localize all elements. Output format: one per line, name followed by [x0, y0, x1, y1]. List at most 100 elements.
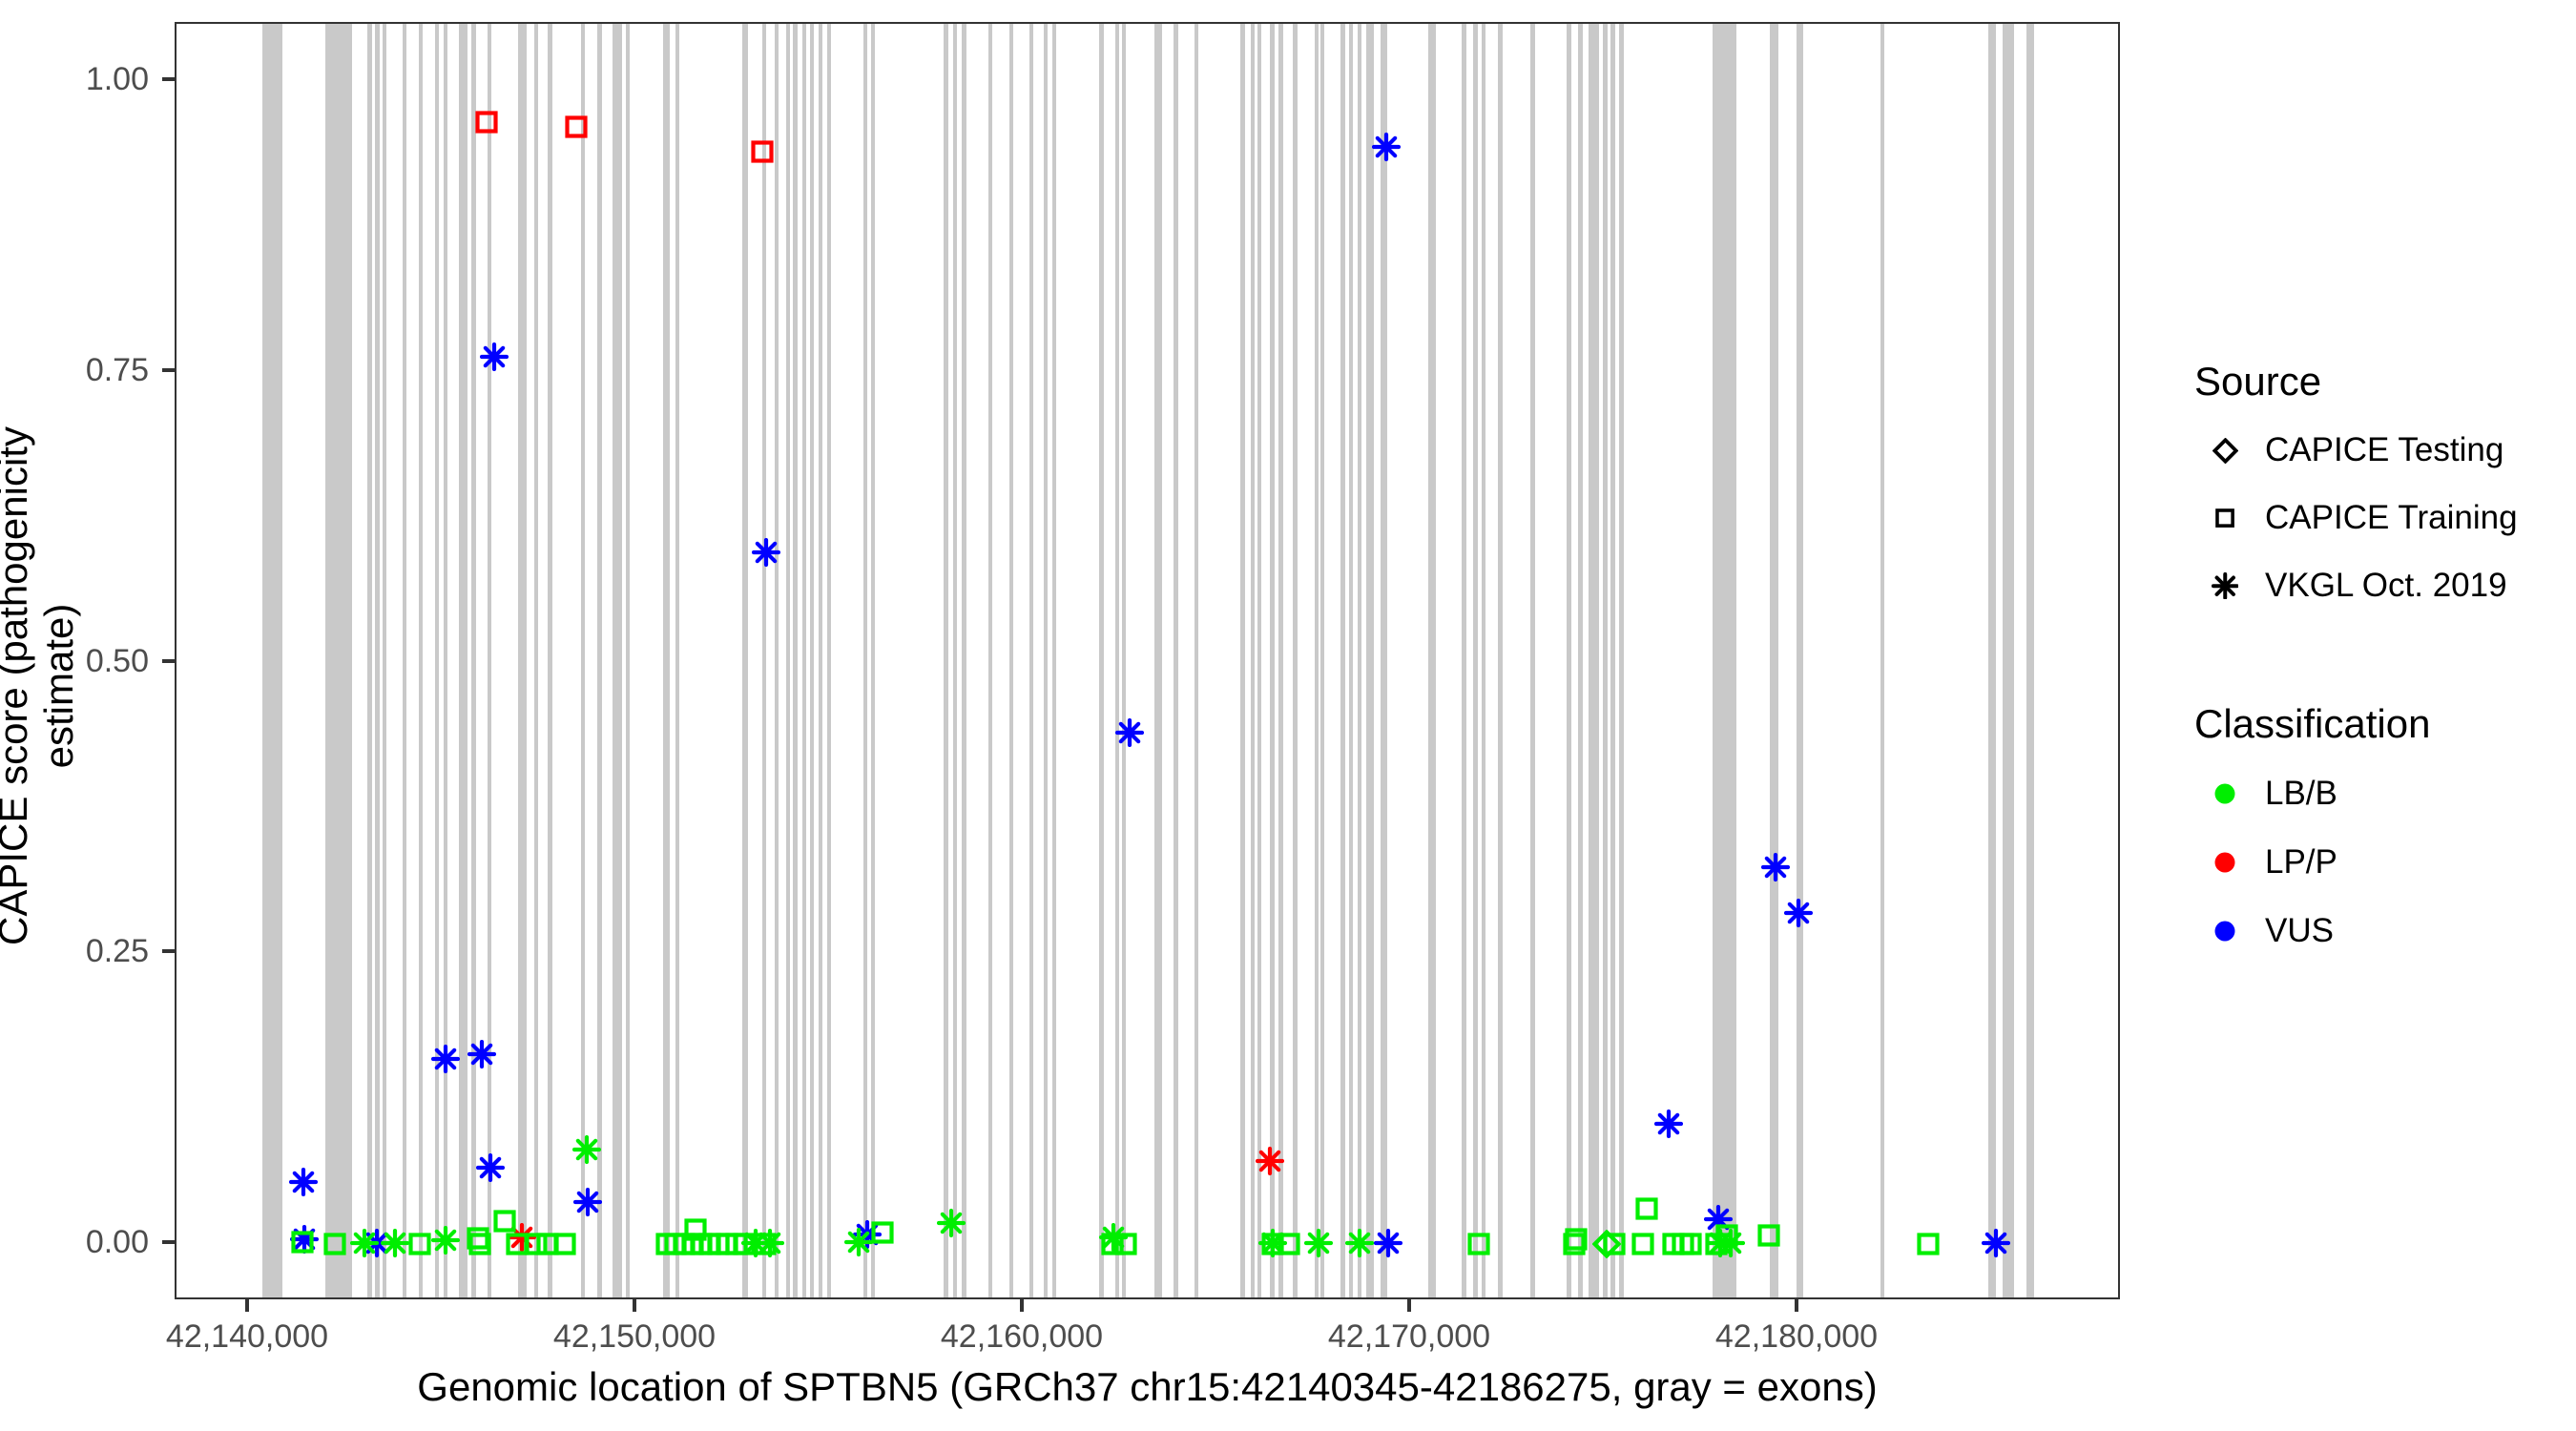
x-tick-label: 42,160,000 [940, 1318, 1104, 1355]
plot-panel [175, 22, 2120, 1299]
exon-bar [871, 24, 876, 1297]
x-axis-title: Genomic location of SPTBN5 (GRCh37 chr15… [417, 1364, 1878, 1409]
exon-bar [1577, 24, 1584, 1297]
exon-bar [1530, 24, 1535, 1297]
exon-bar [810, 24, 815, 1297]
exon-bar [1043, 24, 1048, 1297]
square-icon [2194, 508, 2255, 529]
data-point-asterisk [1374, 1228, 1402, 1257]
exon-bar [1195, 24, 1199, 1297]
exon-bar [534, 24, 539, 1297]
exon-bar [1588, 24, 1599, 1297]
x-tick-label: 42,140,000 [165, 1318, 329, 1355]
data-point-square [1756, 1223, 1781, 1248]
exon-bar [1380, 24, 1387, 1297]
exon-bar [1365, 24, 1374, 1297]
data-point-square [1602, 1232, 1627, 1256]
exon-bar [374, 24, 380, 1297]
y-tick-mark [162, 76, 175, 81]
lbb-dot-icon [2194, 783, 2255, 804]
data-point-square [683, 1217, 708, 1242]
exon-bar [1610, 24, 1615, 1297]
exon-bar [742, 24, 748, 1297]
x-tick-mark [245, 1299, 249, 1312]
legend-item-lbb: LB/B [2194, 770, 2337, 818]
data-point-square [474, 110, 499, 135]
legend-item-label: VUS [2265, 912, 2334, 949]
data-point-square [1634, 1196, 1659, 1221]
legend-title-classification: Classification [2194, 701, 2431, 746]
y-tick-label: 0.50 [85, 642, 149, 679]
data-point-asterisk [349, 1228, 379, 1257]
data-point-square [467, 1232, 492, 1256]
exon-bar [663, 24, 670, 1297]
data-point-asterisk [380, 1228, 409, 1257]
exon-bar [1602, 24, 1609, 1297]
data-point-asterisk [1653, 1110, 1683, 1139]
data-point-asterisk [844, 1227, 873, 1256]
legend-item-label: CAPICE Testing [2265, 431, 2504, 468]
exon-bar [1567, 24, 1572, 1297]
exon-bar [1029, 24, 1034, 1297]
exon-bar [1713, 24, 1737, 1297]
legend-item-label: LB/B [2265, 775, 2337, 812]
y-axis-title: CAPICE score (pathogenicity estimate) [0, 426, 81, 945]
data-point-square [1100, 1232, 1125, 1256]
legend-item-capice-training: CAPICE Training [2194, 494, 2518, 542]
data-point-square [492, 1209, 517, 1234]
data-point-asterisk [467, 1040, 496, 1069]
exon-bar [1008, 24, 1014, 1297]
data-point-square [552, 1232, 577, 1256]
exon-bar [444, 24, 448, 1297]
data-point-square [1916, 1232, 1941, 1256]
exon-bar [580, 24, 585, 1297]
data-point-asterisk [1783, 898, 1813, 927]
lpp-dot-icon [2194, 852, 2255, 873]
exon-bar [1250, 24, 1255, 1297]
data-point-square [1466, 1232, 1491, 1256]
data-point-square [466, 1226, 490, 1251]
x-tick-label: 42,150,000 [552, 1318, 717, 1355]
exon-bar [675, 24, 680, 1297]
data-point-asterisk [1981, 1228, 2010, 1257]
y-tick-mark [162, 367, 175, 372]
data-point-square [1113, 1232, 1138, 1256]
exon-bar [1796, 24, 1804, 1297]
exon-bar [626, 24, 631, 1297]
data-point-asterisk [1114, 717, 1144, 747]
y-tick-mark [162, 949, 175, 954]
exon-bar [459, 24, 467, 1297]
exon-bar [517, 24, 527, 1297]
exon-bar [943, 24, 949, 1297]
data-point-asterisk [289, 1168, 318, 1197]
data-point-asterisk [752, 537, 780, 567]
exon-bar [1239, 24, 1245, 1297]
x-tick-mark [1406, 1299, 1411, 1312]
y-tick-label: 1.00 [85, 60, 149, 97]
y-tick-label: 0.25 [85, 933, 149, 970]
data-point-asterisk [1760, 853, 1790, 882]
exon-bar [862, 24, 867, 1297]
data-point-square [732, 1232, 757, 1256]
exon-bar [1154, 24, 1162, 1297]
data-point-asterisk [1256, 1147, 1284, 1176]
exon-bar [596, 24, 603, 1297]
data-point-asterisk [1344, 1228, 1374, 1257]
exon-bar [774, 24, 779, 1297]
x-tick-mark [1794, 1299, 1798, 1312]
asterisk-icon [2194, 571, 2255, 600]
exon-bar [988, 24, 993, 1297]
exon-bar [2002, 24, 2014, 1297]
exon-bar [1121, 24, 1126, 1297]
data-point-asterisk [476, 1152, 506, 1182]
exon-bar [2025, 24, 2035, 1297]
data-point-asterisk [1372, 133, 1401, 162]
data-point-square [407, 1232, 432, 1256]
vus-dot-icon [2194, 921, 2255, 942]
exon-bar [366, 24, 373, 1297]
data-point-square [1631, 1232, 1655, 1256]
legend-title-source: Source [2194, 359, 2322, 404]
exon-bar [1461, 24, 1467, 1297]
data-point-square [1564, 1227, 1589, 1252]
data-point-asterisk [571, 1135, 601, 1165]
